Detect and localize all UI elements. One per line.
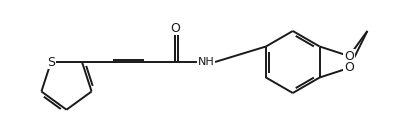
Text: O: O — [170, 22, 180, 35]
Text: O: O — [343, 50, 353, 63]
Text: O: O — [343, 61, 353, 74]
Text: S: S — [47, 55, 55, 68]
Text: NH: NH — [197, 57, 214, 67]
